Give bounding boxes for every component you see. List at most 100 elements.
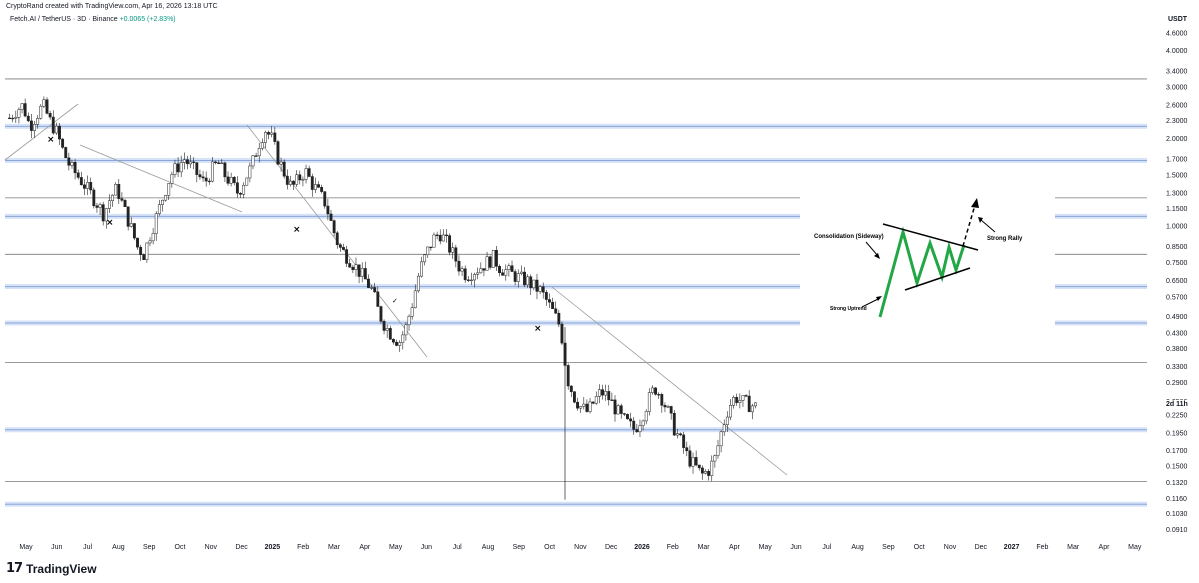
candle (638, 425, 642, 433)
rally-arrow-head (971, 198, 979, 208)
candle (588, 401, 592, 412)
candle (295, 174, 299, 185)
candle (245, 177, 249, 186)
uptrend-pointer (861, 297, 881, 308)
candle (288, 180, 292, 185)
cross-mark-0: × (47, 135, 55, 145)
candle (154, 213, 158, 234)
y-tick-label: 1.5000 (1166, 172, 1188, 179)
candle (722, 424, 726, 433)
candle (732, 396, 736, 406)
candle (441, 234, 445, 242)
candle (104, 208, 108, 222)
x-tick-label: Jun (421, 544, 432, 551)
candle (254, 155, 258, 157)
tradingview-logo-icon: 17 (6, 561, 23, 576)
candle (451, 247, 455, 253)
candle (42, 99, 46, 107)
y-tick-label: 0.4900 (1166, 314, 1188, 321)
candle (8, 117, 11, 120)
candle (142, 254, 146, 260)
candle (560, 323, 564, 344)
candle (273, 132, 277, 142)
candle (348, 263, 352, 268)
price-axis[interactable]: USDT 4.6000 4.0000 3.4000 3.0000 2.6000 2.300… (1166, 16, 1188, 534)
candle (170, 174, 174, 184)
candle (647, 392, 651, 412)
candle (754, 402, 757, 407)
candle (20, 103, 24, 110)
candle (479, 268, 483, 274)
candle (607, 391, 611, 401)
x-tick-label: May (1128, 544, 1142, 551)
candle (501, 272, 505, 276)
candle (54, 125, 58, 134)
pattern-upper-line (882, 223, 979, 251)
candle (420, 261, 423, 277)
cross-mark-1: × (106, 218, 114, 228)
candle (242, 184, 246, 195)
rally-pointer-head (978, 217, 983, 223)
candle (454, 247, 458, 262)
trendline-1 (79, 144, 243, 213)
candle (429, 246, 433, 249)
candle (195, 162, 199, 175)
candle (276, 141, 280, 165)
candle (616, 405, 620, 415)
x-tick-label: 2027 (1004, 544, 1020, 551)
time-axis[interactable]: May Jun Jul Aug Sep Oct Nov Dec 2025 Feb Mar Apr May… (19, 544, 1142, 551)
candle (382, 321, 386, 331)
candle (719, 431, 723, 447)
candle (485, 256, 489, 271)
x-tick-label: Aug (482, 544, 495, 551)
candle (310, 176, 314, 190)
candle (123, 200, 127, 207)
candle (201, 176, 205, 179)
candle (463, 268, 467, 281)
y-tick-label: 0.1320 (1166, 480, 1188, 487)
candle (285, 175, 289, 185)
candle (423, 254, 427, 263)
candle (14, 117, 18, 119)
y-tick-label: 1.7000 (1166, 156, 1188, 163)
candle (404, 324, 408, 336)
rally-arrow (962, 204, 976, 247)
candle (388, 328, 392, 340)
x-tick-label: Nov (205, 544, 218, 551)
candle (666, 406, 670, 408)
y-tick-label: 0.0910 (1166, 527, 1188, 534)
candle (279, 161, 283, 165)
rally-label: Strong Rally (987, 236, 1023, 242)
candle (663, 405, 667, 408)
candle (694, 457, 698, 466)
candle (298, 174, 302, 181)
candle (26, 115, 30, 122)
candle (741, 395, 745, 401)
candle (385, 328, 389, 331)
candle (264, 132, 267, 143)
candle (111, 194, 114, 202)
candle (192, 161, 196, 163)
candle (700, 467, 704, 474)
consolidation-label: Consolidation (Sideway) (814, 234, 884, 240)
candle (482, 268, 486, 271)
symbol-header[interactable]: Fetch.AI / TetherUS · 3D · Binance +0.00… (10, 16, 176, 23)
y-tick-label: 3.4000 (1166, 69, 1188, 76)
candle (654, 387, 658, 395)
candle (126, 206, 130, 227)
candle (507, 265, 511, 270)
candle (626, 414, 629, 420)
x-tick-label: Mar (1067, 544, 1080, 551)
candle (182, 159, 186, 163)
x-tick-label: Feb (667, 544, 679, 551)
tradingview-logo[interactable]: 17 TradingView (6, 561, 97, 576)
x-tick-label: Feb (1036, 544, 1048, 551)
candle (376, 291, 380, 307)
candle (716, 445, 720, 456)
candle (510, 265, 514, 272)
y-tick-label: 0.1950 (1166, 430, 1188, 437)
candle (79, 177, 83, 186)
candle (167, 183, 171, 196)
y-tick-label: 0.1500 (1166, 464, 1188, 471)
